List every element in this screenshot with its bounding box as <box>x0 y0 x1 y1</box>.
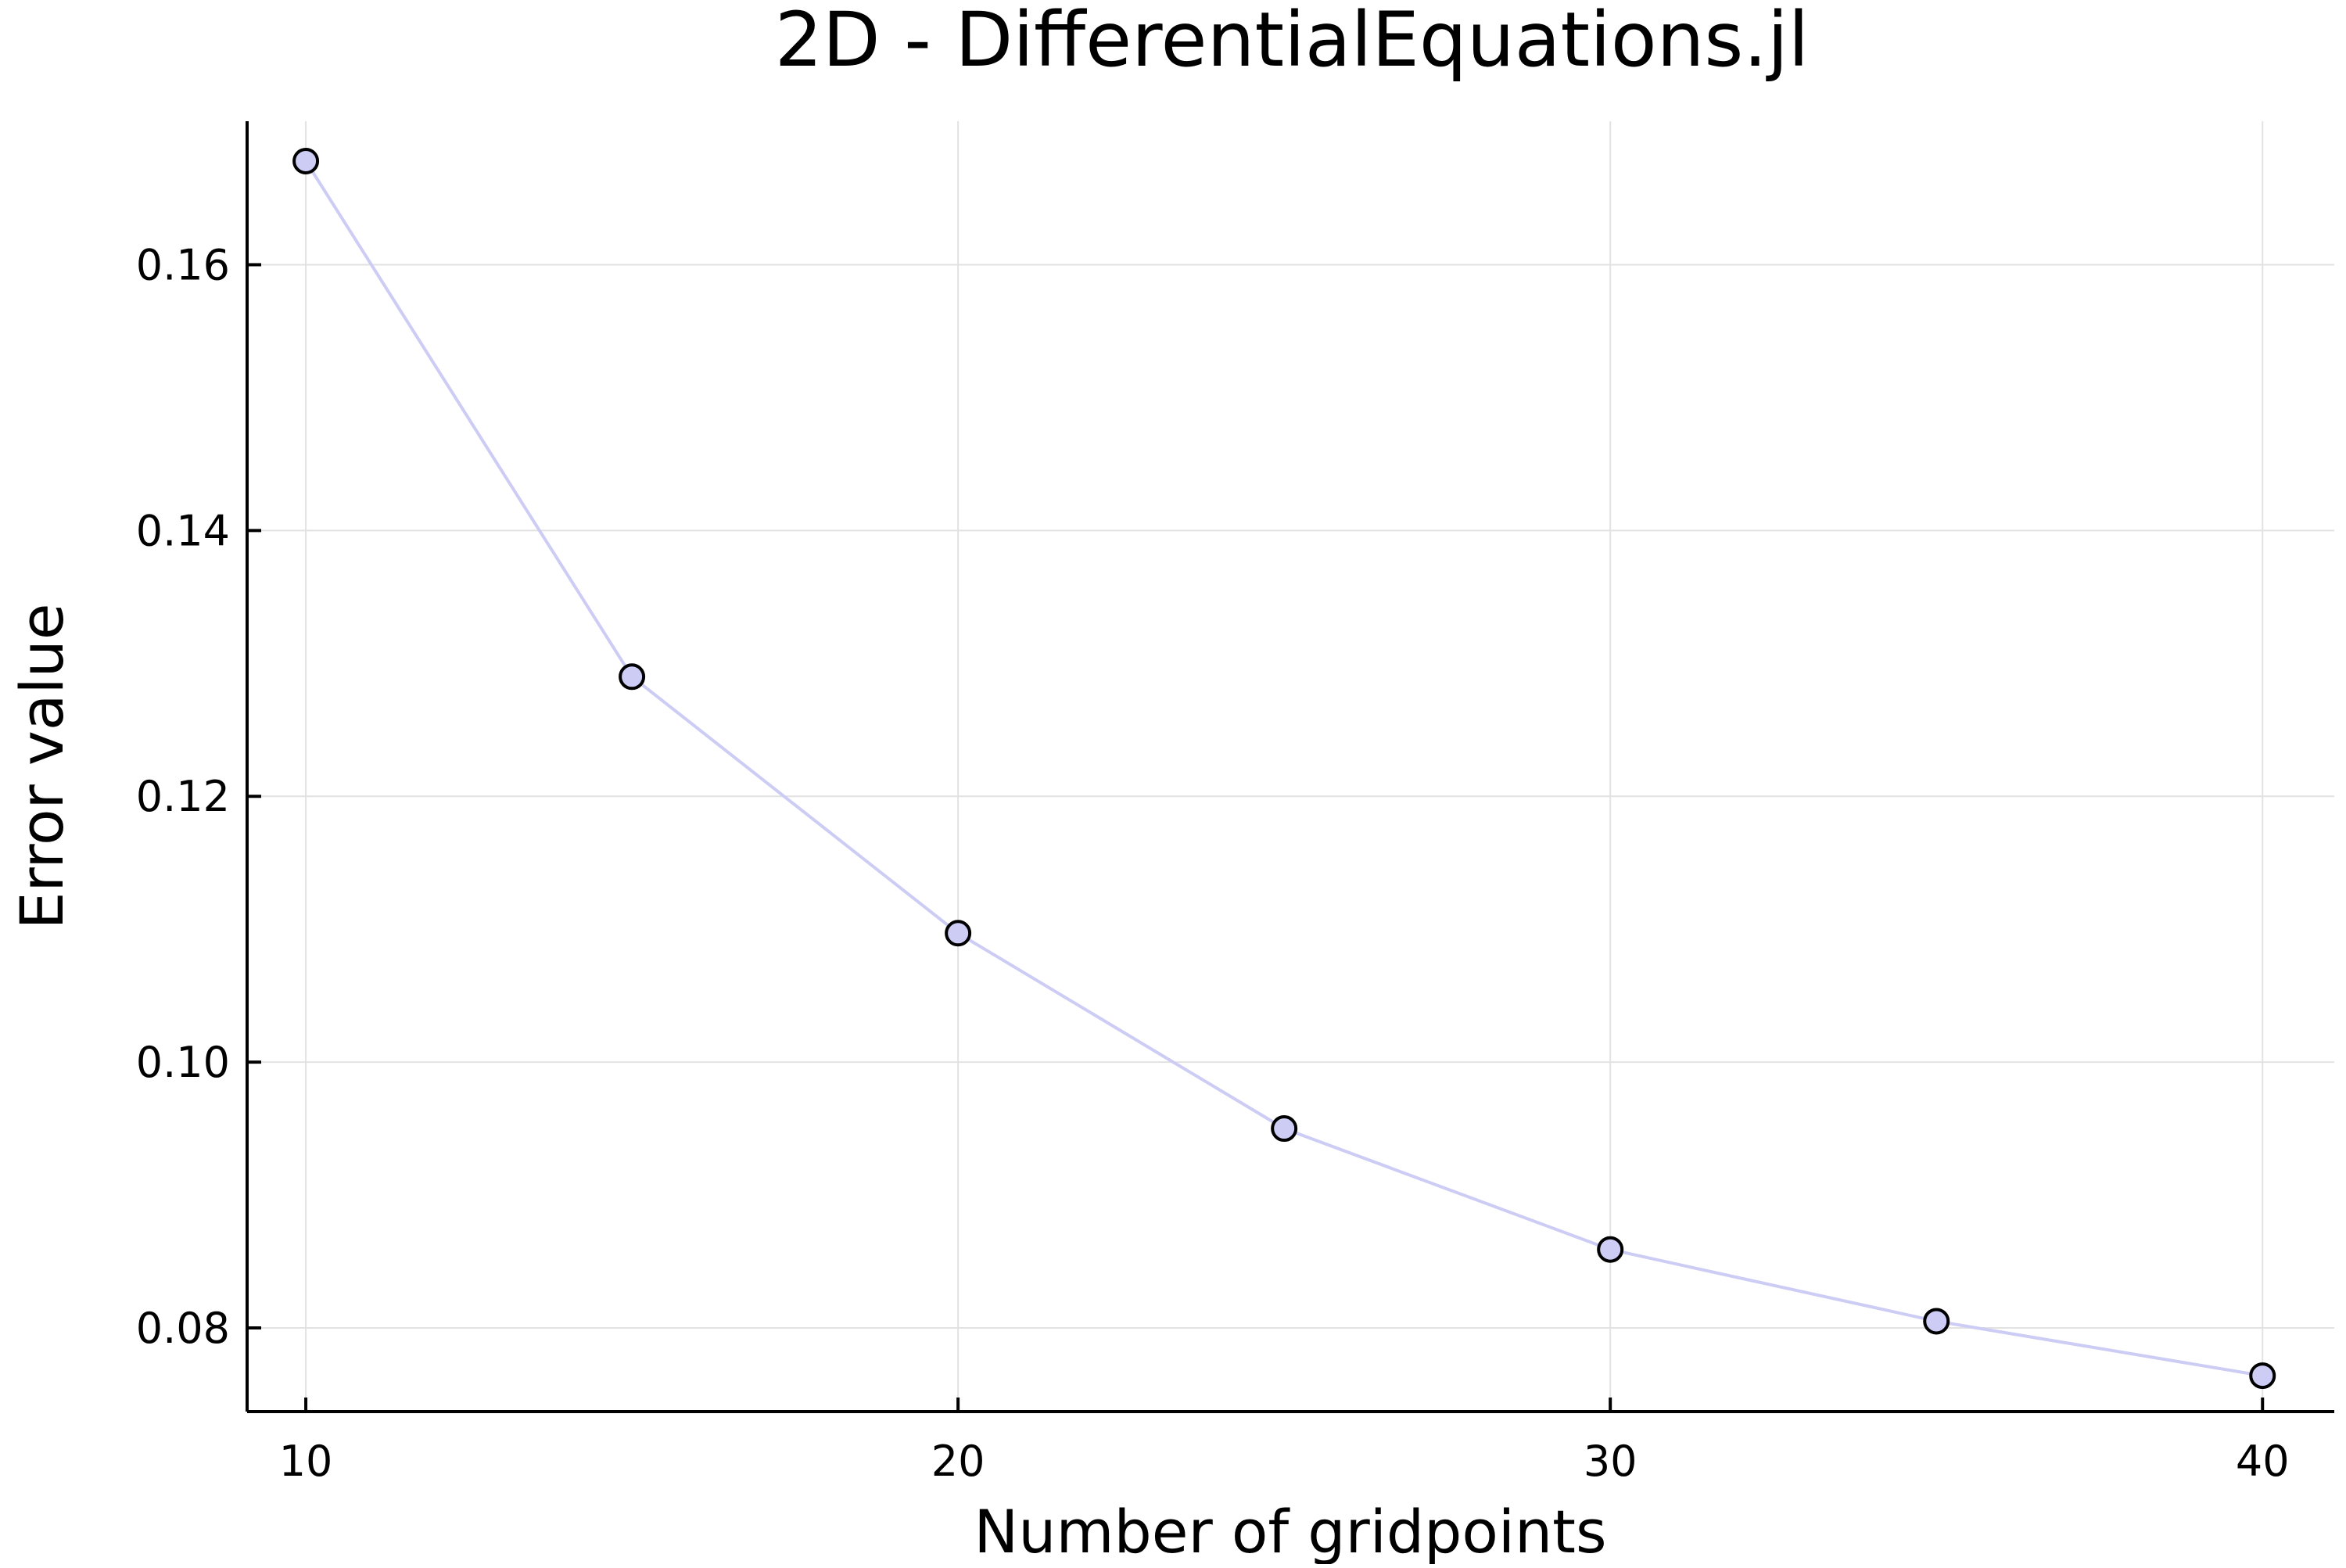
chart-title: 2D - DifferentialEquations.jl <box>775 0 1810 84</box>
y-axis-label: Error value <box>7 604 77 930</box>
data-point <box>1597 1236 1624 1263</box>
y-tick-label: 0.10 <box>136 1038 230 1087</box>
x-tick-label: 40 <box>2236 1437 2290 1486</box>
x-axis-label: Number of gridpoints <box>974 1497 1606 1564</box>
y-tick-label: 0.12 <box>136 772 230 821</box>
x-tick-label: 30 <box>1584 1437 1638 1486</box>
data-point <box>945 920 972 947</box>
y-tick-label: 0.16 <box>136 241 230 290</box>
axes <box>246 121 2334 1413</box>
data-point <box>2249 1362 2276 1390</box>
data-point <box>1271 1115 1298 1143</box>
data-point <box>1923 1308 1950 1335</box>
y-tick-label: 0.14 <box>136 506 230 555</box>
ticks: 10 20 30 40 0.08 0.10 0.12 0.14 0.16 <box>136 241 2290 1486</box>
data-point <box>619 663 646 691</box>
x-tick-label: 10 <box>279 1437 333 1486</box>
series <box>292 147 2276 1390</box>
x-tick-label: 20 <box>931 1437 985 1486</box>
y-tick-label: 0.08 <box>136 1304 230 1353</box>
data-point <box>292 147 320 174</box>
grid <box>247 121 2334 1412</box>
series-line <box>304 160 2263 1378</box>
